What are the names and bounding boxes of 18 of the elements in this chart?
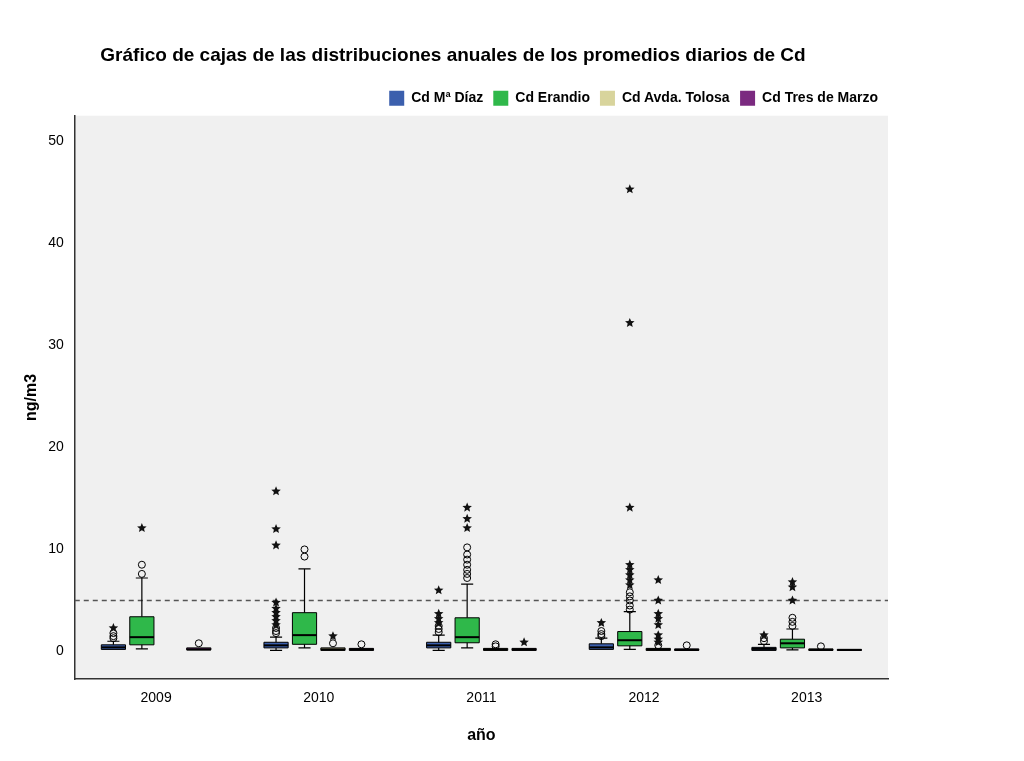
legend-label: Cd Avda. Tolosa: [621, 89, 730, 106]
x-tick-label: 2010: [303, 689, 335, 706]
x-tick-label: 2009: [140, 689, 172, 706]
x-tick-label: 2013: [791, 689, 823, 706]
y-tick-label: 0: [55, 642, 64, 659]
legend-label: Cd Mª Díaz: [411, 89, 484, 106]
chart-title: Gráfico de cajas de las distribuciones anuales de los promedios diarios de Cd: [100, 43, 806, 65]
x-axis-title: año: [467, 725, 496, 743]
x-tick-label: 2011: [466, 689, 497, 706]
legend-label: Cd Erandio: [515, 89, 590, 106]
y-tick-label: 30: [48, 336, 64, 353]
y-tick-label: 20: [48, 438, 64, 455]
y-tick-label: 40: [48, 234, 64, 251]
y-tick-label: 50: [48, 132, 64, 149]
y-tick-label: 10: [48, 540, 64, 557]
legend-label: Cd Tres de Marzo: [762, 89, 878, 106]
x-tick-label: 2012: [628, 689, 660, 706]
y-axis-title: ng/m3: [22, 373, 40, 421]
